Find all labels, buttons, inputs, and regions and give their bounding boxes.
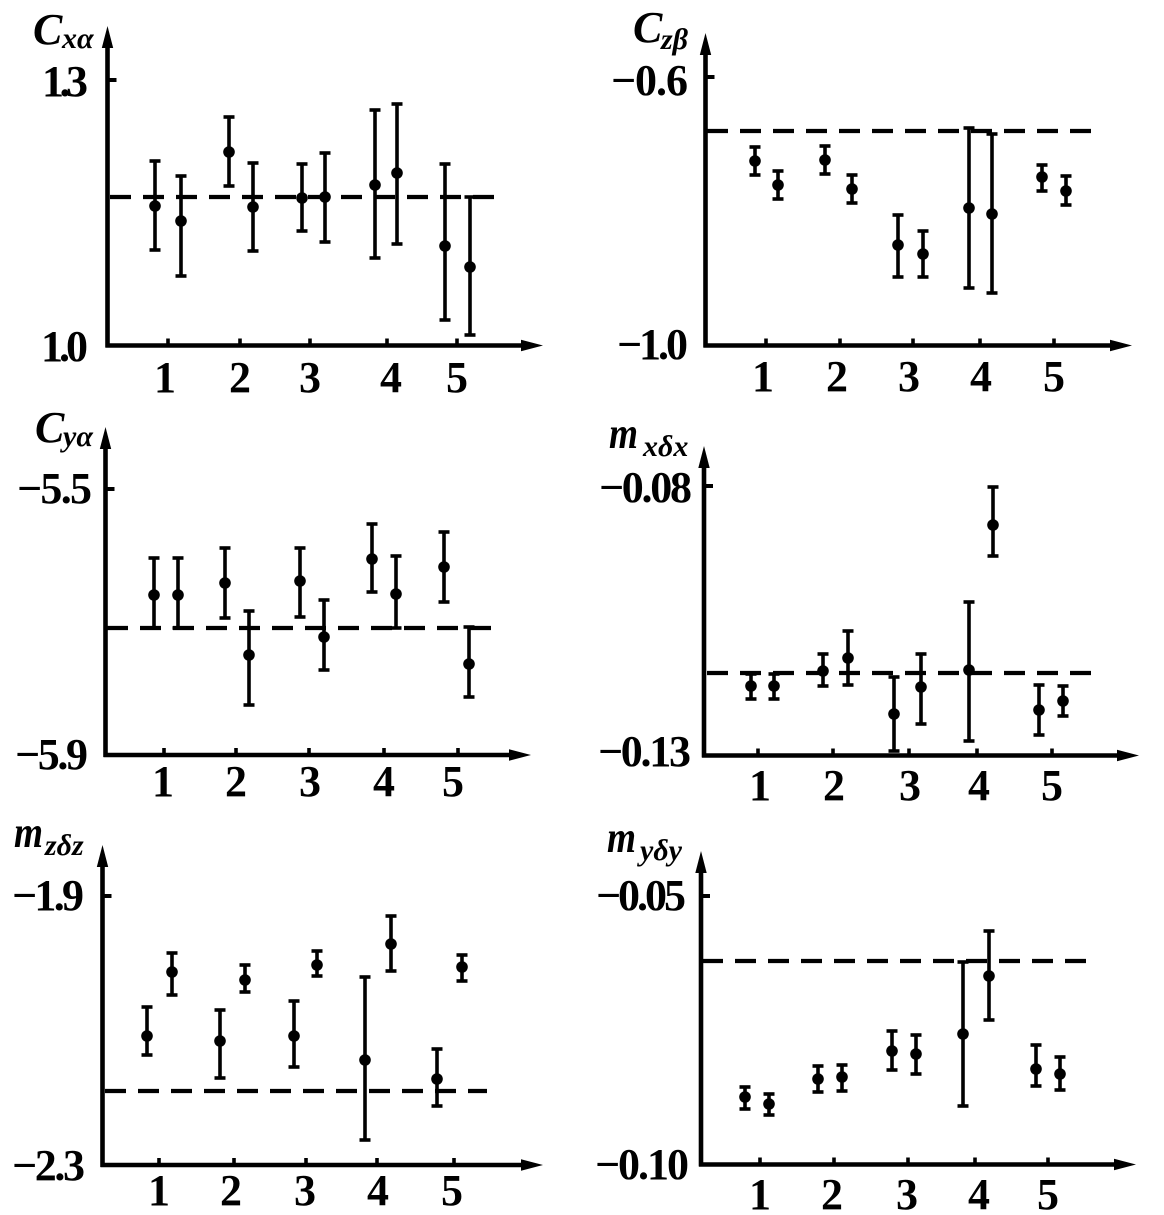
svg-text:1: 1: [749, 761, 771, 810]
svg-text:5: 5: [441, 1166, 463, 1215]
svg-text:−2.3: −2.3: [12, 1141, 85, 1190]
svg-text:5: 5: [1041, 761, 1063, 810]
svg-text:1: 1: [154, 353, 176, 402]
svg-text:4: 4: [380, 353, 402, 402]
svg-text:5: 5: [446, 353, 468, 402]
svg-text:3: 3: [898, 352, 920, 401]
svg-text:−0.10: −0.10: [595, 1140, 689, 1189]
svg-text:m: m: [14, 808, 43, 857]
svg-text:4: 4: [968, 1170, 990, 1215]
svg-text:2: 2: [823, 761, 845, 810]
svg-text:3: 3: [896, 1170, 918, 1215]
svg-text:4: 4: [373, 757, 395, 806]
svg-text:2: 2: [229, 353, 251, 402]
svg-text:2: 2: [821, 1170, 843, 1215]
svg-text:xδx: xδx: [642, 430, 688, 463]
svg-text:4: 4: [970, 352, 992, 401]
svg-text:5: 5: [1037, 1170, 1059, 1215]
svg-text:2: 2: [220, 1166, 242, 1215]
svg-text:C: C: [35, 403, 65, 452]
svg-text:−1.9: −1.9: [12, 871, 84, 920]
svg-text:C: C: [33, 5, 63, 54]
svg-text:3: 3: [299, 757, 321, 806]
svg-text:m: m: [609, 409, 638, 458]
svg-text:xα: xα: [61, 22, 94, 55]
svg-text:1.0: 1.0: [41, 322, 88, 371]
svg-text:3: 3: [294, 1166, 316, 1215]
svg-text:3: 3: [299, 353, 321, 402]
svg-text:1: 1: [148, 1166, 170, 1215]
svg-text:1.3: 1.3: [42, 57, 88, 106]
svg-text:yδy: yδy: [637, 834, 683, 867]
svg-text:m: m: [607, 813, 636, 862]
svg-text:yα: yα: [60, 420, 93, 453]
svg-text:−0.05: −0.05: [596, 871, 686, 920]
svg-text:5: 5: [442, 757, 464, 806]
svg-text:1: 1: [749, 1170, 771, 1215]
svg-text:−5.9: −5.9: [15, 730, 88, 779]
svg-text:−5.5: −5.5: [17, 464, 92, 513]
svg-text:−0.13: −0.13: [598, 727, 691, 776]
svg-text:zβ: zβ: [660, 23, 689, 56]
svg-text:−0.6: −0.6: [611, 56, 688, 105]
svg-text:2: 2: [225, 757, 247, 806]
svg-text:−1.0: −1.0: [617, 320, 688, 369]
svg-text:5: 5: [1043, 352, 1065, 401]
svg-text:1: 1: [752, 352, 774, 401]
svg-text:3: 3: [899, 761, 921, 810]
svg-text:−0.08: −0.08: [599, 463, 692, 512]
svg-text:4: 4: [968, 761, 990, 810]
svg-text:C: C: [633, 3, 663, 52]
svg-text:2: 2: [826, 352, 848, 401]
svg-text:4: 4: [367, 1166, 389, 1215]
svg-text:1: 1: [152, 757, 174, 806]
svg-text:zδz: zδz: [44, 829, 84, 862]
